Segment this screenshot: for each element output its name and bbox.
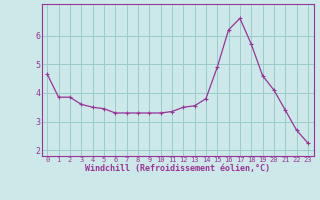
X-axis label: Windchill (Refroidissement éolien,°C): Windchill (Refroidissement éolien,°C) [85,164,270,173]
